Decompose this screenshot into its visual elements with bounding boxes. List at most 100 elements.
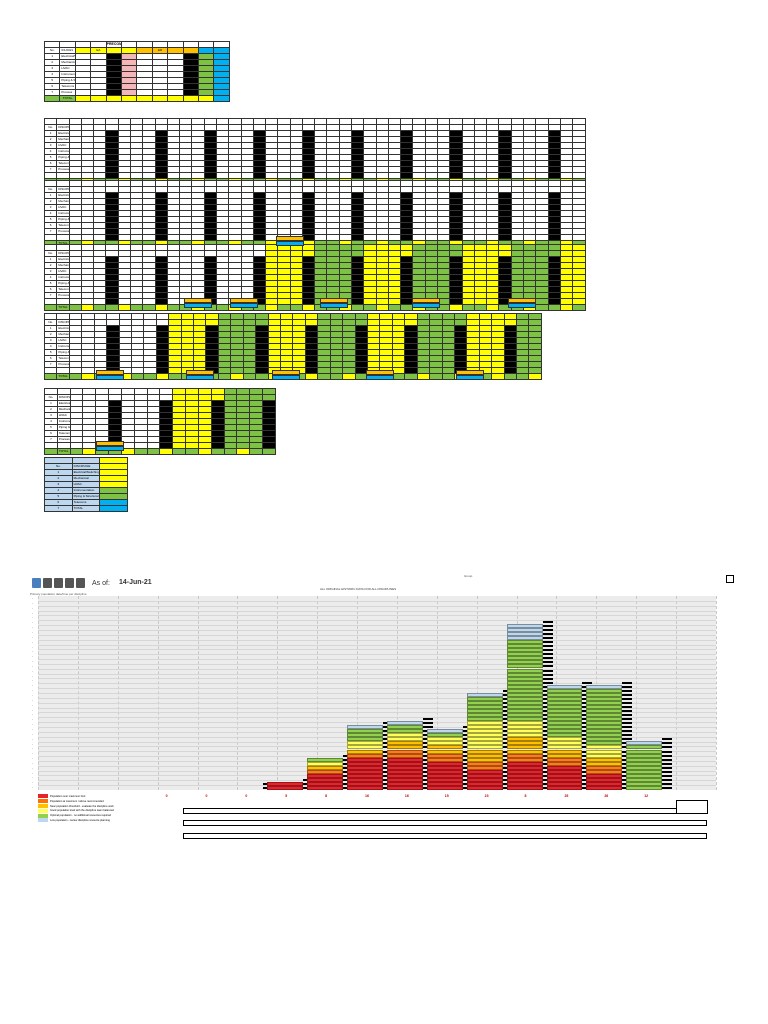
population-block[interactable]: [307, 757, 344, 762]
population-block[interactable]: [506, 684, 543, 689]
population-block[interactable]: [506, 692, 543, 697]
export-icon[interactable]: [65, 578, 74, 588]
population-block[interactable]: [386, 737, 423, 742]
population-block[interactable]: [506, 761, 543, 766]
population-block[interactable]: [426, 773, 463, 778]
population-block[interactable]: [466, 709, 503, 713]
population-block[interactable]: [546, 725, 583, 730]
population-block[interactable]: [466, 717, 503, 722]
population-block[interactable]: [506, 741, 543, 746]
population-block[interactable]: [347, 785, 383, 790]
population-block[interactable]: [506, 781, 543, 786]
population-block[interactable]: [586, 765, 623, 770]
population-block[interactable]: [586, 717, 623, 722]
population-block[interactable]: [546, 749, 583, 754]
population-block[interactable]: [586, 725, 623, 730]
population-block[interactable]: [506, 664, 543, 669]
population-block[interactable]: [586, 753, 623, 758]
population-block[interactable]: [506, 696, 543, 701]
population-block[interactable]: [586, 709, 623, 713]
population-block[interactable]: [506, 709, 543, 713]
population-block[interactable]: [466, 704, 503, 709]
population-block[interactable]: [546, 733, 583, 738]
population-block[interactable]: [347, 741, 383, 746]
population-block[interactable]: [546, 729, 583, 734]
population-block[interactable]: [626, 765, 663, 770]
population-block[interactable]: [506, 636, 543, 641]
population-block[interactable]: [586, 729, 623, 734]
population-block[interactable]: [466, 781, 503, 786]
population-block[interactable]: [546, 696, 583, 701]
population-block[interactable]: [506, 640, 543, 645]
population-block[interactable]: [386, 785, 423, 790]
population-block[interactable]: [426, 753, 463, 758]
population-block[interactable]: [506, 644, 543, 649]
population-block[interactable]: [466, 769, 503, 774]
settings-icon[interactable]: [76, 578, 85, 588]
population-block[interactable]: [466, 777, 503, 782]
population-block[interactable]: [586, 741, 623, 746]
population-block[interactable]: [626, 761, 663, 766]
population-block[interactable]: [386, 777, 423, 782]
population-block[interactable]: [506, 628, 543, 632]
population-block[interactable]: [546, 785, 583, 790]
population-block[interactable]: [386, 725, 423, 730]
population-block[interactable]: [386, 765, 423, 770]
population-block[interactable]: [466, 733, 503, 738]
population-block[interactable]: [506, 785, 543, 790]
population-block[interactable]: [546, 757, 583, 762]
population-block[interactable]: [506, 704, 543, 709]
population-block[interactable]: [466, 721, 503, 726]
population-block[interactable]: [586, 737, 623, 742]
population-block[interactable]: [386, 741, 423, 746]
population-block[interactable]: [307, 761, 344, 766]
population-block[interactable]: [586, 692, 623, 697]
population-block[interactable]: [586, 713, 623, 718]
population-block[interactable]: [426, 733, 463, 738]
population-block[interactable]: [347, 737, 383, 742]
population-block[interactable]: [506, 765, 543, 770]
population-block[interactable]: [546, 688, 583, 693]
population-block[interactable]: [506, 721, 543, 726]
population-block[interactable]: [506, 700, 543, 705]
population-block[interactable]: [466, 700, 503, 705]
population-block[interactable]: [347, 753, 383, 758]
population-block[interactable]: [546, 717, 583, 722]
population-block[interactable]: [506, 623, 543, 628]
population-block[interactable]: [466, 765, 503, 770]
population-block[interactable]: [466, 713, 503, 718]
population-block[interactable]: [546, 781, 583, 786]
population-block[interactable]: [347, 745, 383, 750]
population-block[interactable]: [546, 745, 583, 750]
population-block[interactable]: [546, 769, 583, 774]
population-block[interactable]: [586, 733, 623, 738]
population-block[interactable]: [347, 781, 383, 786]
population-block[interactable]: [466, 737, 503, 742]
population-block[interactable]: [546, 765, 583, 770]
print-icon[interactable]: [43, 578, 52, 588]
population-block[interactable]: [386, 745, 423, 750]
population-block[interactable]: [307, 769, 344, 774]
population-block[interactable]: [386, 773, 423, 778]
population-block[interactable]: [586, 777, 623, 782]
population-block[interactable]: [506, 632, 543, 637]
population-block[interactable]: [347, 765, 383, 770]
population-block[interactable]: [347, 761, 383, 766]
population-block[interactable]: [386, 721, 423, 726]
population-block[interactable]: [307, 765, 344, 770]
population-block[interactable]: [546, 684, 583, 689]
population-block[interactable]: [626, 757, 663, 762]
population-block[interactable]: [626, 785, 663, 790]
population-block[interactable]: [386, 733, 423, 738]
population-block[interactable]: [267, 785, 304, 790]
population-block[interactable]: [626, 773, 663, 778]
population-block[interactable]: [347, 777, 383, 782]
population-block[interactable]: [347, 749, 383, 754]
population-block[interactable]: [626, 777, 663, 782]
population-block[interactable]: [307, 785, 344, 790]
document-icon[interactable]: [54, 578, 63, 588]
population-block[interactable]: [586, 749, 623, 754]
population-block[interactable]: [546, 741, 583, 746]
population-block[interactable]: [626, 753, 663, 758]
population-block[interactable]: [466, 741, 503, 746]
